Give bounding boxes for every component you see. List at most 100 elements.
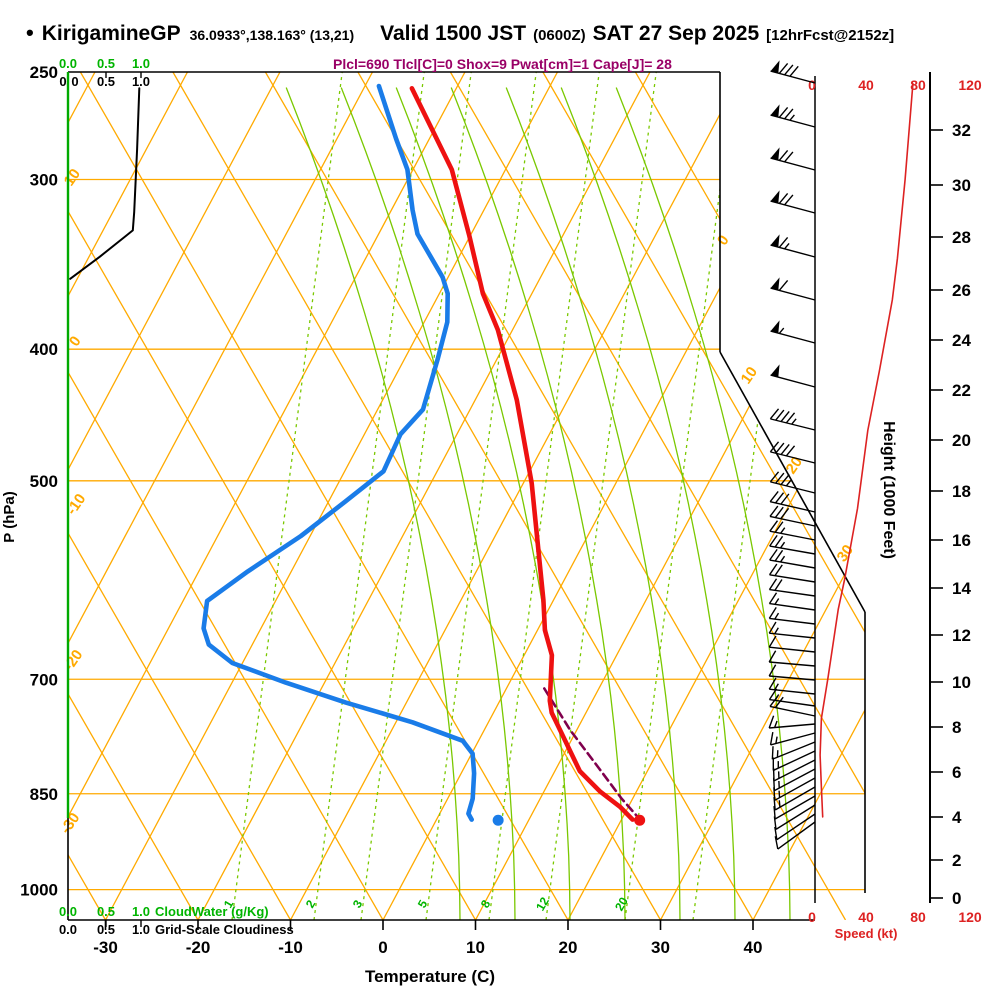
barb-pennant — [770, 190, 780, 204]
wind-barb — [768, 578, 816, 597]
dry-adiabat-line — [264, 72, 754, 920]
mixing-ratio-line — [692, 72, 804, 920]
barb-staff — [773, 750, 816, 772]
barb-full — [774, 506, 784, 519]
barb-staff — [774, 777, 816, 801]
wind-barb — [768, 635, 816, 653]
barb-full — [769, 731, 774, 746]
barb-full — [774, 826, 778, 840]
barb-staff — [776, 813, 816, 841]
height-tick-label: 20 — [952, 431, 971, 450]
barb-full — [774, 549, 784, 562]
background-grid — [68, 72, 865, 920]
chart-title: • KirigamineGP 36.0933°,138.163° (13,21)… — [26, 20, 894, 46]
cloudiness-top-tick: 0.5 — [97, 74, 115, 89]
wind-barb — [771, 741, 816, 760]
barb-staff — [774, 786, 816, 811]
mixing-ratio-label: 12 — [533, 894, 552, 913]
valid-time: Valid 1500 JST — [380, 22, 527, 45]
isotherm-line — [567, 72, 865, 920]
wind-barb — [769, 520, 816, 541]
barb-full — [778, 193, 789, 204]
barb-full — [768, 621, 777, 634]
height-tick-label: 14 — [952, 579, 971, 598]
barb-full — [789, 65, 799, 77]
cloudwater-top-tick: 0.5 — [97, 56, 115, 71]
wind-barb — [770, 234, 816, 258]
barb-staff — [770, 732, 816, 746]
barb-full — [769, 408, 780, 420]
dry-adiabat-line — [68, 72, 292, 920]
barb-pennant — [770, 234, 780, 248]
barb-full — [774, 564, 783, 577]
barb-staff — [769, 688, 816, 695]
height-tick-label: 30 — [952, 176, 971, 195]
barb-pennant — [770, 147, 780, 161]
station-bullet-icon: • — [26, 20, 34, 45]
wind-barb — [769, 731, 816, 746]
isotherm-line — [197, 72, 651, 920]
barb-half — [785, 479, 792, 487]
cloudiness-bottom-tick: 0.0 — [59, 922, 77, 937]
barb-full — [768, 664, 777, 677]
temp-tick-label: 0 — [378, 938, 387, 957]
mixing-ratio-label: 3 — [350, 897, 366, 910]
barb-staff — [769, 646, 816, 653]
barb-staff — [770, 157, 816, 171]
wind-barbs — [768, 60, 816, 850]
barb-full — [774, 535, 784, 548]
barb-pennant — [770, 364, 780, 378]
wind-barb — [770, 277, 816, 301]
barb-staff — [770, 244, 816, 258]
wind-barb — [769, 548, 816, 569]
barb-staff — [770, 500, 816, 513]
speed-tick-bottom: 0 — [808, 909, 816, 925]
barb-staff — [770, 418, 816, 431]
wind-barb — [768, 563, 816, 583]
barb-half — [791, 418, 797, 425]
wind-barb — [770, 60, 816, 84]
barb-staff — [769, 617, 816, 625]
barb-full — [768, 688, 778, 700]
height-tick-label: 22 — [952, 381, 971, 400]
height-tick-label: 6 — [952, 763, 961, 782]
cloudwater-top-tick: 1.0 — [132, 56, 150, 71]
wind-speed-curve — [819, 82, 914, 818]
barb-staff — [769, 723, 816, 729]
barb-staff — [769, 698, 816, 707]
wind-barb — [769, 695, 816, 717]
pressure-tick-label: 1000 — [20, 881, 58, 900]
barb-full — [768, 635, 777, 648]
height-tick-label: 12 — [952, 626, 971, 645]
speed-axis-title: Speed (kt) — [835, 926, 898, 941]
mixing-ratio-line — [545, 72, 657, 920]
wind-barb — [768, 592, 816, 611]
speed-tick-top: 0 — [808, 77, 816, 93]
isotherm-label-left: -30 — [57, 810, 83, 838]
pressure-tick-label: 250 — [30, 63, 58, 82]
wind-barb — [769, 505, 816, 527]
barb-half — [775, 736, 778, 744]
barb-staff — [769, 705, 816, 717]
isotherm-line — [68, 72, 189, 920]
barb-full — [778, 237, 789, 248]
speed-tick-top: 80 — [910, 77, 926, 93]
barb-half — [779, 555, 786, 563]
isotherm-line — [68, 72, 374, 920]
mixing-ratio-label: 5 — [415, 897, 431, 910]
barb-full — [775, 409, 785, 421]
mixing-ratio-line — [624, 72, 736, 920]
pressure-tick-label: 300 — [30, 171, 58, 190]
barb-half — [780, 527, 786, 534]
wind-barb — [773, 786, 816, 811]
speed-tick-bottom: 40 — [858, 909, 874, 925]
cloudiness-axis-title: Grid-Scale Cloudiness — [155, 922, 294, 937]
mixing-ratio-label: 20 — [612, 894, 631, 913]
barb-full — [773, 796, 776, 811]
barb-staff — [774, 768, 816, 792]
barb-half — [778, 800, 781, 808]
temp-tick-label: 10 — [466, 938, 485, 957]
barb-full — [785, 412, 796, 424]
barb-full — [775, 472, 785, 484]
